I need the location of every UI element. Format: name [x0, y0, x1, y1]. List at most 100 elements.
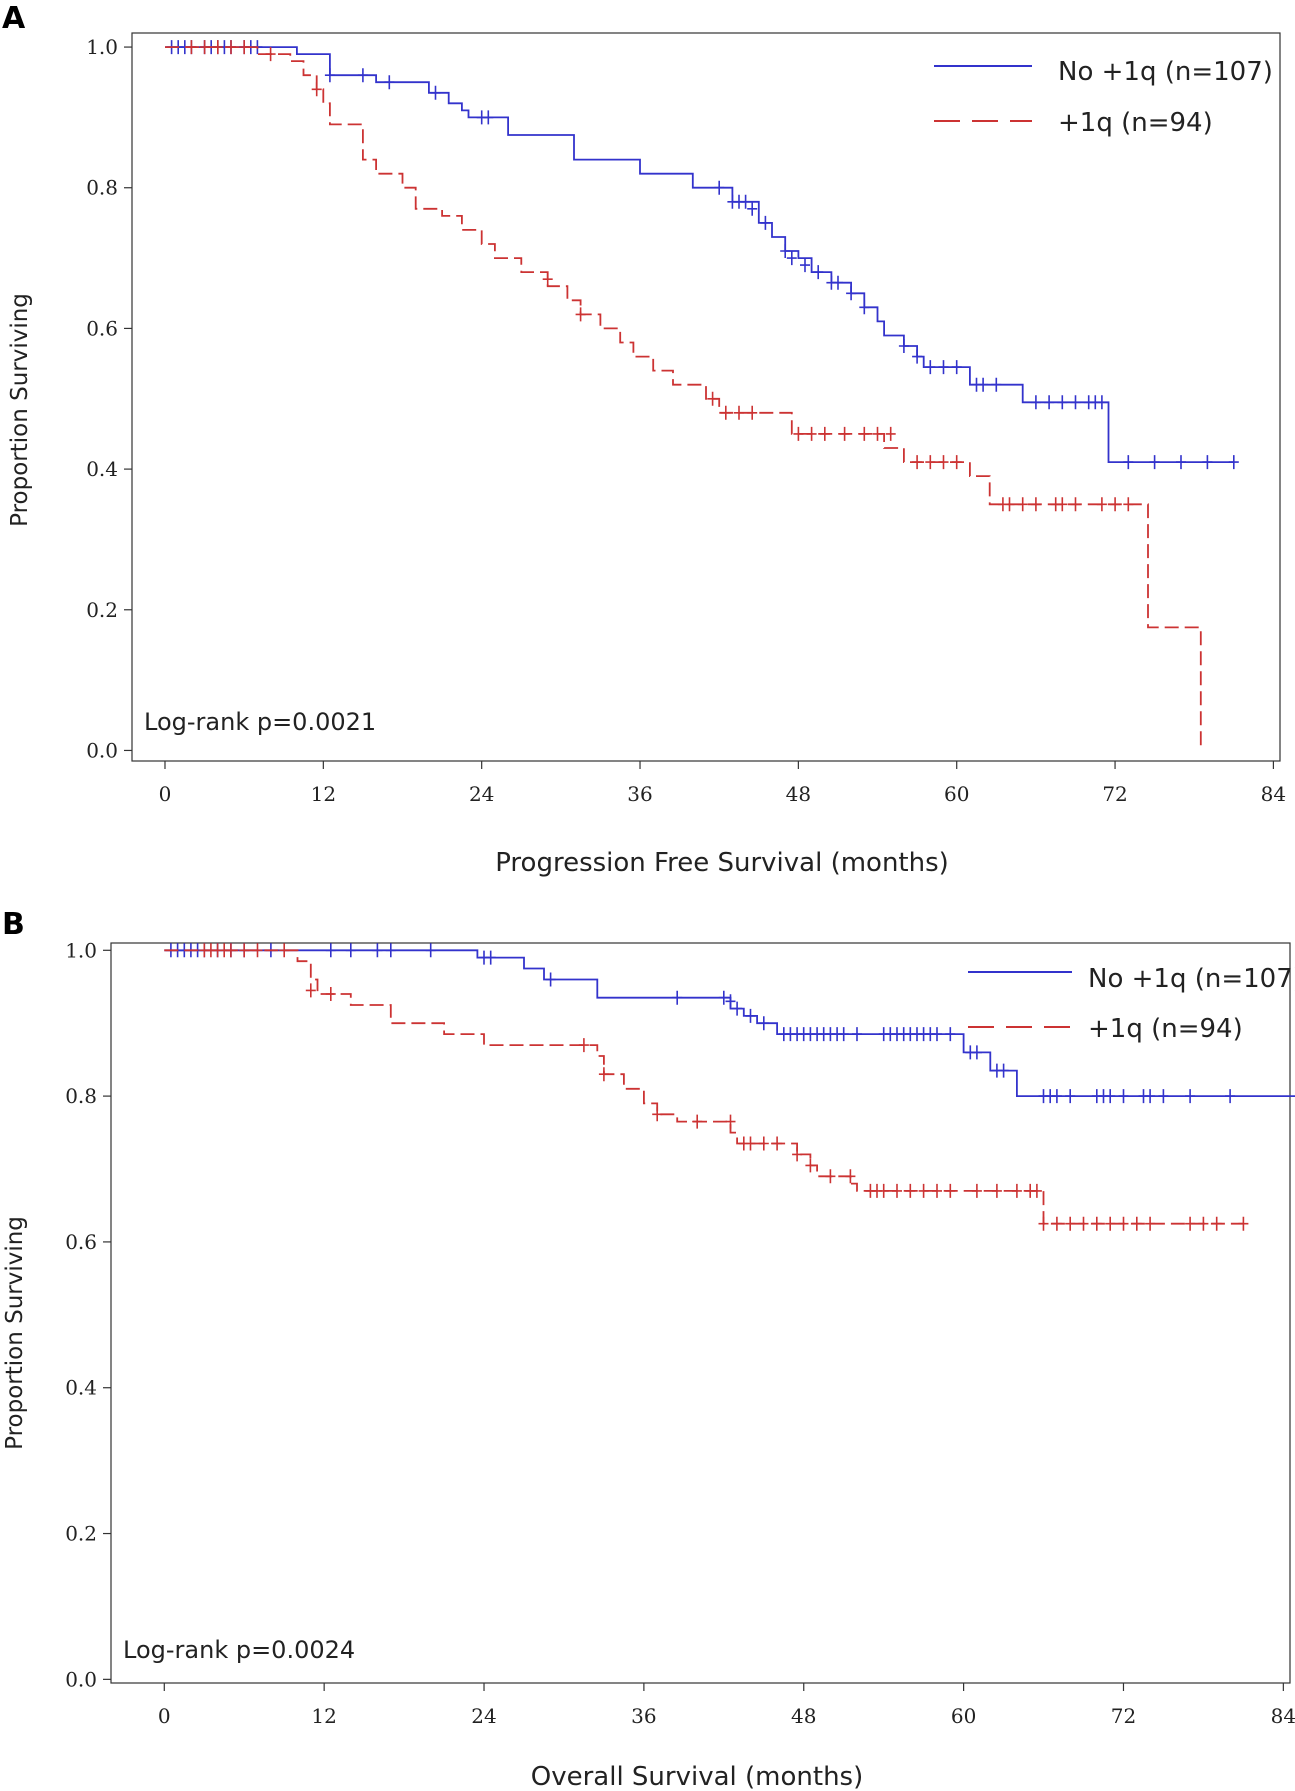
- censor-mark: [747, 201, 758, 216]
- censor-mark: [212, 40, 223, 55]
- km-curve-1q: [165, 46, 1202, 751]
- panel-a-label: A: [2, 1, 26, 36]
- censor-mark: [384, 75, 395, 90]
- censor-mark: [925, 360, 936, 375]
- panel-a-plot-frame: [131, 32, 1281, 762]
- censor-mark: [1105, 1089, 1116, 1104]
- censor-mark: [806, 426, 817, 441]
- km-curve-no-1q: [164, 949, 1295, 1097]
- censor-mark: [305, 983, 316, 998]
- censor-mark: [578, 1038, 589, 1053]
- censor-mark: [1131, 1216, 1142, 1231]
- censor-mark: [1017, 497, 1028, 512]
- panel-b-y-axis: 0.0 0.2 0.4 0.6 0.8 1.0: [65, 938, 111, 1691]
- censor-mark: [991, 1183, 1002, 1198]
- censor-mark: [898, 339, 909, 353]
- censor-mark: [718, 990, 729, 1005]
- censor-mark: [1145, 1089, 1156, 1104]
- censor-mark: [372, 943, 383, 958]
- y-tick-label: 0.0: [65, 1667, 97, 1691]
- censor-mark: [725, 994, 736, 1009]
- censor-mark: [1057, 395, 1068, 410]
- censor-mark: [1118, 1089, 1129, 1104]
- censor-mark: [1051, 1089, 1062, 1104]
- censor-mark: [1065, 1089, 1076, 1104]
- censor-mark: [226, 40, 236, 55]
- censor-mark: [1030, 497, 1041, 512]
- censor-mark: [1078, 1216, 1089, 1231]
- panel-b-x-axis-title: Overall Survival (months): [531, 1762, 864, 1791]
- censor-mark: [805, 1158, 816, 1173]
- panel-b-legend-label-no-1q: No +1q (n=107): [1088, 964, 1295, 994]
- x-tick-label: 36: [631, 1704, 656, 1728]
- censor-mark: [846, 286, 857, 301]
- censor-mark: [1065, 1216, 1076, 1231]
- panel-b-x-axis: 0 12 24 36 48 60 72 84: [158, 1683, 1295, 1728]
- censor-mark: [859, 300, 870, 315]
- censor-mark: [324, 68, 335, 83]
- panel-b-legend-label-1q: +1q (n=94): [1088, 1014, 1243, 1044]
- x-tick-label: 48: [786, 782, 811, 806]
- censor-mark: [1091, 1216, 1102, 1231]
- censor-mark: [1096, 395, 1107, 410]
- panel-b-label: B: [2, 907, 25, 942]
- censor-mark: [772, 1136, 783, 1151]
- x-tick-label: 72: [1102, 782, 1127, 806]
- censor-mark: [813, 265, 824, 280]
- censor-mark: [1176, 455, 1186, 470]
- x-tick-label: 60: [951, 1704, 976, 1728]
- censor-mark: [1110, 497, 1121, 512]
- censor-mark: [279, 943, 290, 958]
- censor-mark: [734, 405, 744, 420]
- censor-mark: [714, 180, 725, 195]
- y-tick-label: 0.2: [86, 598, 118, 622]
- censor-mark: [872, 426, 883, 441]
- censor-mark: [652, 1107, 663, 1122]
- x-tick-label: 0: [158, 1704, 171, 1728]
- censor-mark: [672, 990, 683, 1005]
- censor-mark: [1044, 395, 1055, 410]
- censor-mark: [780, 244, 791, 258]
- censor-mark: [598, 1067, 609, 1082]
- censor-mark: [758, 1136, 769, 1151]
- censor-mark: [199, 40, 210, 55]
- censor-mark: [971, 1045, 982, 1060]
- censor-mark: [839, 426, 850, 441]
- censor-mark: [1038, 1216, 1049, 1231]
- x-tick-label: 24: [469, 782, 494, 806]
- censor-mark: [345, 943, 356, 958]
- censor-mark: [186, 40, 197, 55]
- censor-mark: [878, 1183, 889, 1198]
- censor-mark: [978, 377, 989, 392]
- x-tick-label: 72: [1111, 1704, 1136, 1728]
- censor-mark: [1238, 1216, 1249, 1231]
- censor-mark: [1228, 455, 1239, 470]
- panel-a-x-axis-title: Progression Free Survival (months): [495, 848, 949, 878]
- censor-mark: [1145, 1216, 1156, 1231]
- panel-a-series: [165, 40, 1239, 751]
- censor-mark: [740, 194, 751, 209]
- panel-a-legend: No +1q (n=107) +1q (n=94): [934, 57, 1273, 138]
- censor-mark: [833, 275, 843, 290]
- x-tick-label: 84: [1261, 782, 1286, 806]
- censor-mark: [1118, 1216, 1129, 1231]
- panel-b-series: [164, 943, 1295, 1231]
- censor-mark: [485, 950, 496, 965]
- censor-mark: [1057, 497, 1068, 512]
- censor-mark: [951, 360, 962, 375]
- censor-mark: [859, 426, 870, 441]
- censor-mark: [1123, 497, 1134, 512]
- censor-mark: [252, 943, 263, 958]
- y-tick-label: 1.0: [86, 35, 118, 59]
- censor-mark: [918, 1183, 929, 1198]
- panel-b-logrank-annotation: Log-rank p=0.0024: [123, 1636, 355, 1664]
- x-tick-label: 60: [944, 782, 969, 806]
- panel-a: A 0.0 0.2 0.4 0.6 0.8 1.0 0 12 24 36 48 60 72 84 Pro…: [2, 1, 1286, 878]
- censor-mark: [720, 405, 731, 420]
- censor-mark: [707, 391, 718, 406]
- panel-b-legend: No +1q (n=107) +1q (n=94): [968, 964, 1295, 1044]
- censor-mark: [938, 360, 949, 375]
- censor-mark: [1185, 1216, 1196, 1231]
- censor-mark: [838, 1027, 849, 1042]
- x-tick-label: 36: [627, 782, 652, 806]
